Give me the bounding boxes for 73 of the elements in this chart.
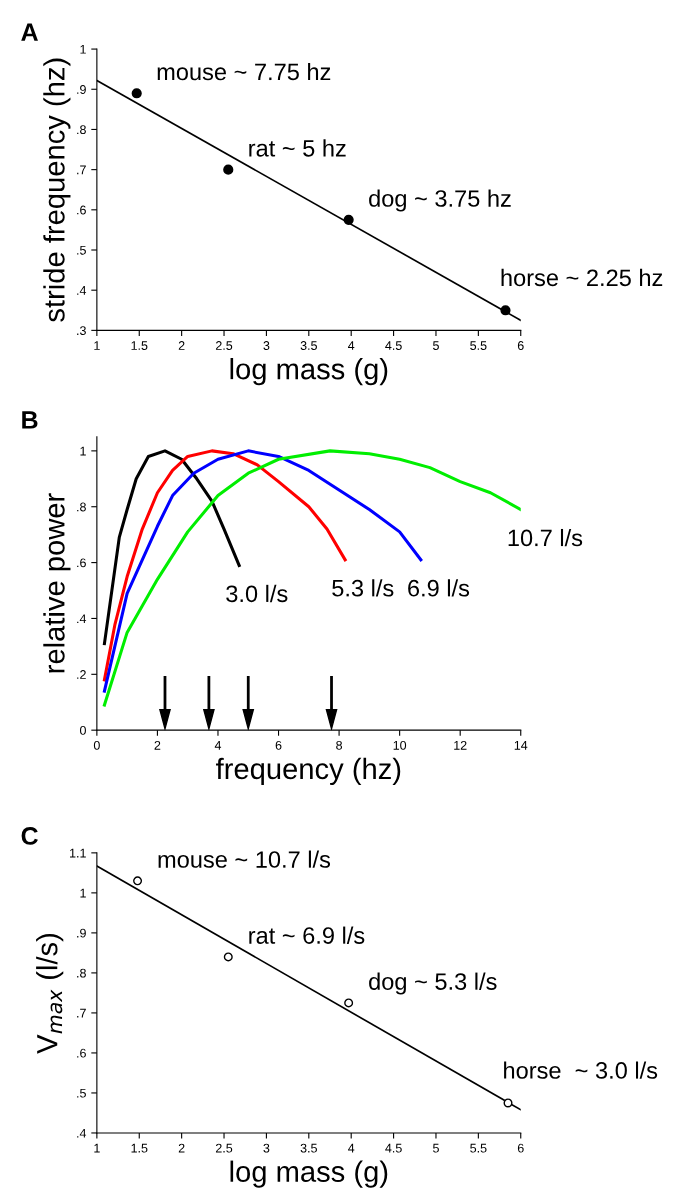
annotation: mouse ~ 7.75 hz: [157, 62, 331, 81]
chart-title: A: [21, 23, 38, 41]
y-tick-label: .6: [77, 558, 86, 568]
y-axis-title: V$_{max}$ (l/s): [36, 933, 64, 1054]
x-tick-label: 3.5: [300, 1143, 317, 1153]
y-tick-label: .9: [77, 85, 86, 94]
y-tick-label: .7: [77, 165, 86, 175]
x-tick-label: 0: [93, 740, 100, 750]
x-tick-label: 14: [514, 741, 528, 750]
x-tick-label: 2.5: [215, 1143, 233, 1153]
x-tick-label: 4: [348, 1143, 355, 1153]
x-tick-label: 10: [393, 740, 407, 750]
chart-title: C: [21, 827, 38, 845]
x-tick-label: 6: [517, 1143, 524, 1153]
annotation: rat ~ 6.9 l/s: [249, 926, 365, 944]
y-tick-label: .8: [77, 125, 86, 135]
x-tick-label: 3.5: [300, 341, 317, 350]
y-axis-title: stride frequency (hz): [43, 58, 71, 322]
annotation: dog ~ 5.3 l/s: [369, 972, 497, 995]
y-tick-label: .2: [77, 670, 86, 679]
y-tick-label: .8: [77, 502, 86, 512]
x-tick-label: 5: [432, 341, 439, 350]
y-tick-label: .5: [77, 245, 86, 255]
y-tick-label: .4: [77, 614, 87, 623]
x-tick-label: 4.5: [385, 341, 402, 350]
x-tick-label: 1: [94, 341, 100, 350]
y-axis-title: relative power: [43, 493, 71, 673]
x-axis-title: log mass (g): [230, 1160, 388, 1188]
x-tick-label: 4: [214, 741, 222, 750]
x-tick-label: 1: [94, 1143, 100, 1153]
series-label: 3.0 l/s: [226, 584, 288, 603]
x-tick-label: 12: [454, 740, 467, 750]
x-tick-label: 2: [178, 341, 185, 350]
x-tick-label: 4: [348, 341, 355, 350]
y-tick-label: .6: [77, 205, 86, 215]
x-tick-label: 6: [517, 341, 524, 350]
x-tick-label: 1.5: [131, 341, 148, 350]
x-axis-title: log mass (g): [230, 358, 388, 386]
x-tick-label: 2: [154, 740, 161, 750]
annotation: mouse ~ 10.7 l/s: [158, 850, 331, 868]
x-tick-label: 1.5: [131, 1143, 148, 1153]
chart-title: B: [22, 411, 38, 429]
annotation: horse ~ 3.0 l/s: [504, 1061, 658, 1079]
y-tick-label: 1: [80, 888, 86, 898]
x-axis-title: frequency (hz): [216, 757, 401, 785]
series-label: 5.3 l/s: [332, 579, 394, 597]
y-tick-label: .7: [77, 1008, 86, 1018]
x-tick-label: 5: [432, 1143, 439, 1153]
series-label: 10.7 l/s: [508, 528, 583, 547]
y-tick-label: .4: [77, 286, 87, 295]
y-tick-label: 1.1: [70, 848, 86, 858]
y-tick-label: 1: [80, 446, 86, 456]
y-tick-label: .3: [77, 326, 86, 336]
x-tick-label: 5.5: [470, 341, 487, 350]
x-tick-label: 8: [336, 740, 343, 750]
x-tick-label: 2: [178, 1143, 185, 1153]
x-tick-label: 2.5: [215, 341, 233, 350]
y-tick-label: 0: [79, 725, 86, 735]
x-tick-label: 6: [275, 740, 282, 750]
x-tick-label: 4.5: [385, 1143, 402, 1153]
series-label: 6.9 l/s: [408, 579, 470, 597]
annotation: dog ~ 3.75 hz: [369, 189, 511, 212]
x-tick-label: 3: [263, 341, 270, 350]
annotation: rat ~ 5 hz: [249, 139, 346, 157]
y-tick-label: .6: [77, 1048, 86, 1058]
x-tick-label: 3: [263, 1143, 270, 1153]
x-tick-label: 5.5: [470, 1143, 487, 1153]
y-tick-label: .4: [77, 1128, 87, 1138]
y-tick-label: .5: [77, 1088, 86, 1098]
y-tick-label: .9: [77, 928, 86, 938]
annotation: horse ~ 2.25 hz: [501, 268, 663, 287]
y-tick-label: 1: [80, 45, 86, 54]
y-tick-label: .8: [77, 968, 86, 978]
